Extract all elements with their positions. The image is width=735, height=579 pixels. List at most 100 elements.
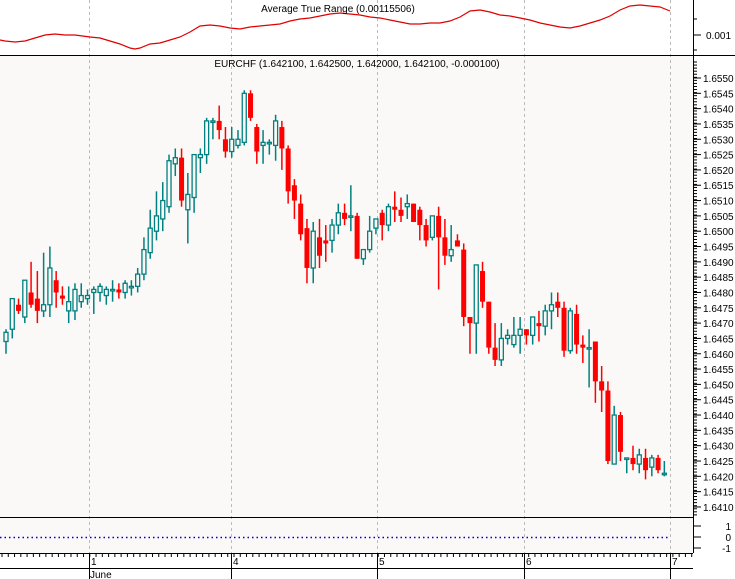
candle[interactable] <box>160 182 166 232</box>
candle[interactable] <box>16 298 22 314</box>
candle[interactable] <box>3 329 9 354</box>
candle[interactable] <box>329 218 335 253</box>
candle[interactable] <box>279 120 285 170</box>
candle[interactable] <box>128 280 135 296</box>
candle[interactable] <box>467 316 473 354</box>
candle[interactable] <box>285 145 291 204</box>
candle[interactable] <box>617 411 623 461</box>
candle[interactable] <box>423 218 429 247</box>
candle[interactable] <box>599 366 605 412</box>
candle[interactable] <box>367 215 373 253</box>
candle[interactable] <box>141 237 147 281</box>
candle[interactable] <box>398 197 404 223</box>
candle[interactable] <box>91 286 97 314</box>
candle[interactable] <box>542 304 548 336</box>
candle[interactable] <box>511 316 517 348</box>
candle[interactable] <box>536 310 542 342</box>
candle[interactable] <box>630 445 636 471</box>
candle[interactable] <box>266 139 272 155</box>
candle[interactable] <box>530 316 536 345</box>
candle[interactable] <box>47 246 53 317</box>
candle[interactable] <box>498 323 504 367</box>
candle[interactable] <box>574 304 580 354</box>
candle[interactable] <box>473 264 479 354</box>
candle[interactable] <box>586 329 592 388</box>
candle[interactable] <box>561 301 567 357</box>
candle[interactable] <box>461 243 467 327</box>
candle[interactable] <box>78 283 84 308</box>
candle[interactable] <box>122 280 128 299</box>
candle[interactable] <box>392 191 398 223</box>
candle[interactable] <box>436 206 442 290</box>
candle[interactable] <box>592 341 598 403</box>
candle[interactable] <box>385 203 392 232</box>
candle[interactable] <box>109 280 116 302</box>
candle[interactable] <box>448 225 454 262</box>
candle[interactable] <box>649 454 655 477</box>
candle[interactable] <box>486 301 492 354</box>
candle[interactable] <box>34 271 40 324</box>
candle[interactable] <box>153 191 160 241</box>
candle[interactable] <box>172 148 178 177</box>
candle[interactable] <box>66 286 72 324</box>
candle[interactable] <box>354 212 360 259</box>
candle[interactable] <box>643 448 649 480</box>
candle[interactable] <box>429 215 436 241</box>
candle[interactable] <box>72 283 78 321</box>
candle[interactable] <box>40 252 47 317</box>
candle[interactable] <box>22 279 28 324</box>
candle[interactable] <box>229 127 235 158</box>
candle[interactable] <box>323 225 329 262</box>
candle[interactable] <box>373 218 379 235</box>
candle[interactable] <box>548 292 555 330</box>
candle[interactable] <box>442 218 448 265</box>
candle[interactable] <box>59 286 65 305</box>
candle[interactable] <box>454 234 460 247</box>
candle[interactable] <box>260 130 266 164</box>
candle[interactable] <box>480 261 486 308</box>
candle[interactable] <box>404 194 410 219</box>
candle[interactable] <box>166 154 172 213</box>
candle[interactable] <box>210 117 216 140</box>
candle[interactable] <box>492 323 498 367</box>
candle[interactable] <box>97 283 103 302</box>
candle[interactable] <box>310 222 316 284</box>
candle[interactable] <box>116 283 122 299</box>
candle[interactable] <box>197 148 204 173</box>
candle[interactable] <box>53 271 59 308</box>
candle[interactable] <box>417 206 423 241</box>
candle[interactable] <box>84 289 91 305</box>
candle[interactable] <box>567 307 573 354</box>
candle[interactable] <box>661 461 667 477</box>
candle[interactable] <box>147 209 153 259</box>
candle[interactable] <box>191 153 197 213</box>
candle[interactable] <box>655 454 661 474</box>
candle[interactable] <box>254 123 260 164</box>
candle[interactable] <box>235 130 241 149</box>
candle[interactable] <box>248 90 254 121</box>
candle[interactable] <box>185 172 191 244</box>
candle[interactable] <box>9 297 15 339</box>
candle[interactable] <box>28 261 34 308</box>
candle[interactable] <box>624 457 630 474</box>
candle[interactable] <box>605 381 611 465</box>
candle[interactable] <box>272 114 279 161</box>
candle[interactable] <box>216 105 222 140</box>
candle[interactable] <box>411 203 417 223</box>
candle[interactable] <box>203 117 210 164</box>
candle[interactable] <box>379 209 385 241</box>
candle[interactable] <box>317 218 322 268</box>
candle[interactable] <box>348 185 354 232</box>
candle[interactable] <box>342 203 348 226</box>
candle[interactable] <box>304 218 310 284</box>
candle[interactable] <box>580 335 586 363</box>
candle[interactable] <box>517 316 523 354</box>
candle[interactable] <box>103 286 109 305</box>
candle[interactable] <box>291 179 297 219</box>
candle[interactable] <box>335 203 341 235</box>
candle[interactable] <box>135 267 141 293</box>
candle[interactable] <box>523 329 529 345</box>
candle[interactable] <box>179 148 185 207</box>
candle[interactable] <box>222 127 228 158</box>
candle[interactable] <box>360 248 367 265</box>
